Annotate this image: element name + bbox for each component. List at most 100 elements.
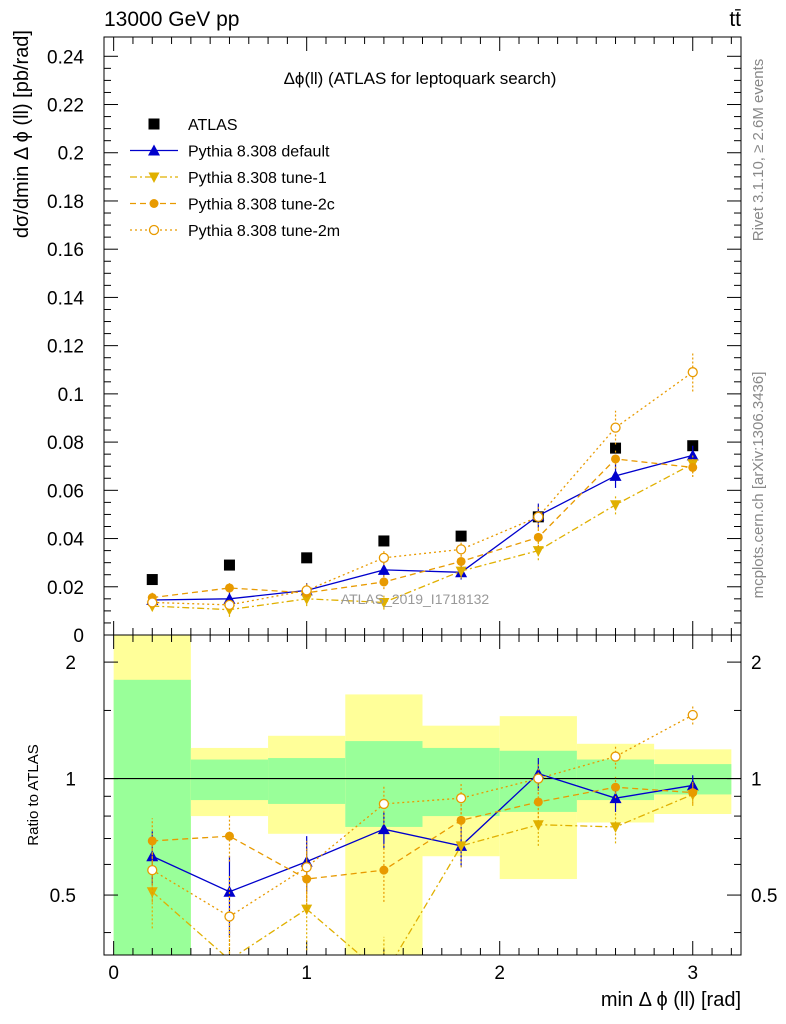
x-tick-label: 3 — [687, 963, 698, 984]
ratio-point — [147, 864, 158, 876]
ratio-point — [224, 911, 235, 922]
x-tick-label: 0 — [108, 963, 119, 984]
ratio-point — [147, 836, 157, 846]
legend-marker — [148, 172, 160, 183]
ratio-point — [610, 822, 622, 833]
mc-point — [611, 454, 621, 464]
ratio-panel: 0.5 0.5 1 1 2 2 0 1 2 3 — [50, 634, 777, 984]
main-y-tick-label: 0.22 — [47, 96, 84, 117]
main-y-axis-label: dσ/dmin Δ ϕ (ll) [pb/rad] — [11, 30, 33, 238]
uncertainty-band-1sigma — [113, 679, 191, 955]
mc-point — [533, 511, 544, 522]
ratio-frame — [103, 634, 742, 956]
main-y-tick-label: 0.1 — [58, 385, 84, 406]
legend-label: Pythia 8.308 default — [188, 144, 330, 161]
mc-point — [533, 532, 543, 542]
mc-point — [610, 422, 621, 433]
ratio-point — [302, 874, 312, 884]
mc-point — [301, 594, 313, 605]
ratio-point — [301, 862, 312, 873]
series-line — [152, 371, 694, 606]
mcplots-label: mcplots.cern.ch [arXiv:1306.3436] — [750, 372, 767, 599]
mc-point — [456, 556, 466, 566]
main-y-tick-label: 0 — [73, 626, 84, 647]
watermark: ATLAS_2019_I1718132 — [341, 591, 490, 607]
ratio-point — [533, 773, 544, 784]
mc-point — [609, 469, 622, 481]
mc-point — [378, 597, 390, 609]
ratio-point — [379, 865, 389, 875]
ratio-point — [146, 850, 159, 862]
ratio-point — [378, 798, 390, 810]
main-title: Δϕ(ll) (ATLAS for leptoquark search) — [284, 69, 557, 88]
mc-point — [379, 577, 389, 587]
uncertainty-band-1sigma — [190, 759, 269, 801]
mc-point — [610, 500, 622, 511]
ratio-series-line — [151, 772, 693, 893]
main-y-tick-label: 0.08 — [47, 433, 84, 454]
legend-marker — [148, 118, 160, 130]
mc-point — [532, 546, 544, 557]
main-y-tick-label: 0.2 — [58, 144, 84, 165]
ratio-y-tick-label-right: 1 — [751, 770, 762, 791]
data-point — [146, 574, 158, 586]
mc-point — [686, 449, 699, 461]
main-y-tick-label: 0.12 — [47, 337, 84, 358]
legend: ATLAS Pythia 8.308 default Pythia 8.308 tu… — [130, 117, 340, 240]
ratio-point — [378, 971, 389, 982]
data-point — [301, 552, 313, 564]
ratio-point — [610, 751, 621, 762]
ratio-series-line — [151, 714, 694, 918]
legend-label: Pythia 8.308 tune-2c — [188, 197, 335, 214]
legend-label: Pythia 8.308 tune-1 — [188, 170, 327, 187]
mc-point — [224, 599, 235, 611]
ratio-y-tick-label-right: 0.5 — [751, 886, 777, 907]
data-point — [378, 535, 390, 547]
series-mc-4 — [147, 352, 698, 611]
ratio-point — [456, 815, 466, 825]
legend-entry: Pythia 8.308 default — [130, 144, 330, 161]
main-y-tick-label: 0.14 — [47, 288, 84, 309]
legend-entry: Pythia 8.308 tune-2m — [130, 223, 340, 240]
mc-point — [688, 462, 698, 472]
ratio-point — [455, 841, 467, 852]
main-y-tick-label: 0.24 — [47, 47, 84, 68]
ratio-point — [224, 831, 234, 841]
ratio-series-line — [152, 786, 693, 880]
data-point — [223, 559, 235, 571]
ratio-point — [687, 709, 698, 721]
mc-point — [455, 566, 467, 578]
legend-entry: ATLAS — [148, 117, 238, 134]
rivet-label: Rivet 3.1.10, ≥ 2.6M events — [750, 59, 767, 242]
main-y-tick-label: 0.04 — [47, 530, 84, 551]
uncertainty-band-1sigma — [268, 758, 346, 804]
mc-point — [377, 563, 390, 575]
legend-entry: Pythia 8.308 tune-2c — [130, 197, 335, 214]
x-tick-label: 1 — [301, 963, 312, 984]
mc-point — [147, 597, 158, 608]
series-mc-3 — [147, 449, 698, 603]
ratio-y-tick-label: 1 — [65, 770, 76, 791]
process-label: tt̄ — [729, 8, 741, 31]
ratio-point — [301, 904, 313, 916]
legend-marker — [149, 199, 159, 208]
main-y-tick-label: 0.02 — [47, 578, 84, 599]
main-y-tick-label: 0.06 — [47, 481, 84, 502]
series-mc-2 — [146, 454, 699, 617]
ratio-y-axis-label: Ratio to ATLAS — [25, 744, 42, 845]
mc-point — [378, 552, 390, 563]
ratio-point — [611, 782, 621, 792]
series-line — [152, 463, 694, 611]
legend-marker — [148, 224, 160, 236]
x-tick-label: 2 — [494, 963, 505, 984]
ratio-point — [688, 788, 698, 798]
ratio-point — [224, 955, 235, 966]
data-point — [610, 442, 622, 454]
legend-marker — [148, 144, 160, 156]
series-line — [152, 458, 693, 599]
ratio-point — [223, 885, 236, 897]
ratio-y-tick-label: 2 — [65, 653, 76, 674]
ratio-point — [533, 797, 543, 807]
legend-entry: Pythia 8.308 tune-1 — [130, 170, 327, 187]
